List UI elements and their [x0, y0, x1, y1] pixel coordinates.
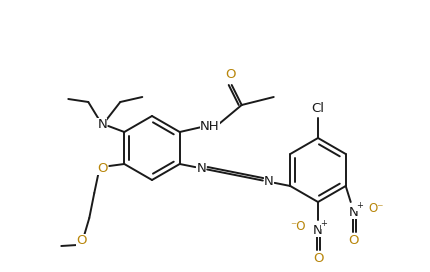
Text: O⁻: O⁻: [368, 202, 384, 215]
Text: N: N: [264, 175, 273, 188]
Text: +: +: [320, 220, 327, 228]
Text: O: O: [348, 233, 359, 246]
Text: O: O: [76, 233, 86, 246]
Text: ⁻O: ⁻O: [290, 221, 306, 233]
Text: NH: NH: [200, 120, 220, 134]
Text: N: N: [197, 162, 206, 175]
Text: +: +: [356, 202, 363, 211]
Text: N: N: [98, 118, 107, 131]
Text: O: O: [313, 252, 323, 264]
Text: O: O: [225, 69, 236, 82]
Text: N: N: [349, 206, 359, 218]
Text: O: O: [97, 162, 108, 175]
Text: N: N: [313, 224, 323, 236]
Text: Cl: Cl: [311, 103, 325, 116]
